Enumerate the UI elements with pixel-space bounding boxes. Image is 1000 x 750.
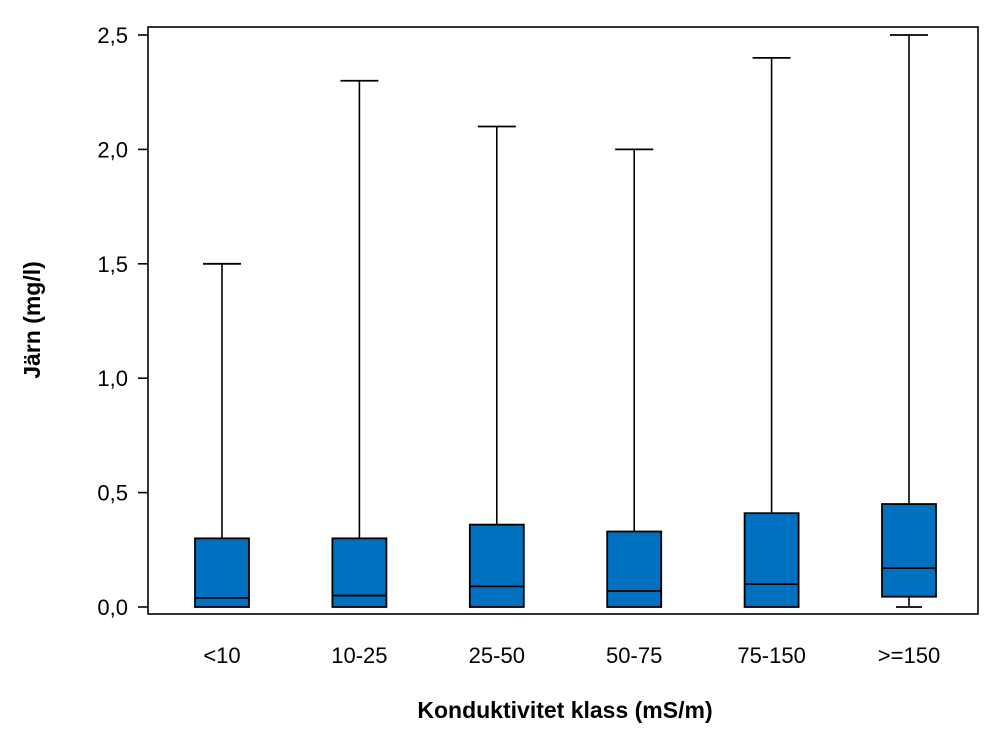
y-tick-label: 1,5 bbox=[97, 252, 128, 277]
box-group bbox=[468, 125, 525, 608]
box-iqr bbox=[881, 503, 937, 598]
x-tick-label: <10 bbox=[203, 643, 240, 668]
box-group bbox=[331, 79, 388, 608]
x-tick-label: >=150 bbox=[878, 643, 940, 668]
y-tick-label: 2,5 bbox=[97, 23, 128, 48]
box-group bbox=[743, 56, 800, 608]
box-iqr bbox=[331, 537, 388, 608]
marks-layer bbox=[194, 34, 937, 608]
box-iqr bbox=[194, 537, 250, 608]
box-group bbox=[881, 34, 937, 608]
box-iqr bbox=[468, 523, 525, 608]
x-tick-label: 50-75 bbox=[606, 643, 662, 668]
box-iqr bbox=[606, 530, 663, 608]
y-tick-label: 0,0 bbox=[97, 595, 128, 620]
x-tick-label: 75-150 bbox=[737, 643, 806, 668]
box-iqr bbox=[743, 512, 800, 608]
plot-frame bbox=[147, 26, 979, 615]
box-group bbox=[194, 262, 250, 608]
y-tick-label: 0,5 bbox=[97, 481, 128, 506]
axis-layer: 0,0 0,5 1,0 1,5 2,0 2,5 <10 10-25 25-50 50-75 75-1… bbox=[97, 23, 940, 668]
box-group bbox=[606, 148, 663, 608]
y-axis-title: Järn (mg/l) bbox=[19, 261, 45, 379]
x-tick-label: 10-25 bbox=[331, 643, 387, 668]
y-tick-label: 2,0 bbox=[97, 137, 128, 162]
x-tick-label: 25-50 bbox=[469, 643, 525, 668]
y-tick-label: 1,0 bbox=[97, 366, 128, 391]
x-axis-title: Konduktivitet klass (mS/m) bbox=[417, 697, 712, 723]
